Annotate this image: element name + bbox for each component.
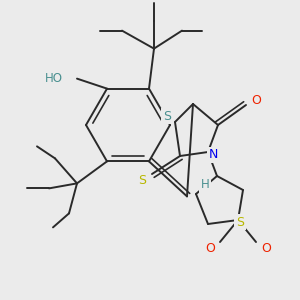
Text: S: S: [236, 215, 244, 229]
Text: O: O: [261, 242, 271, 254]
Text: H: H: [201, 178, 209, 191]
Text: O: O: [205, 242, 215, 254]
Text: N: N: [208, 148, 218, 161]
Text: S: S: [163, 110, 171, 122]
Text: S: S: [138, 173, 146, 187]
Text: O: O: [251, 94, 261, 106]
Text: HO: HO: [45, 72, 63, 85]
